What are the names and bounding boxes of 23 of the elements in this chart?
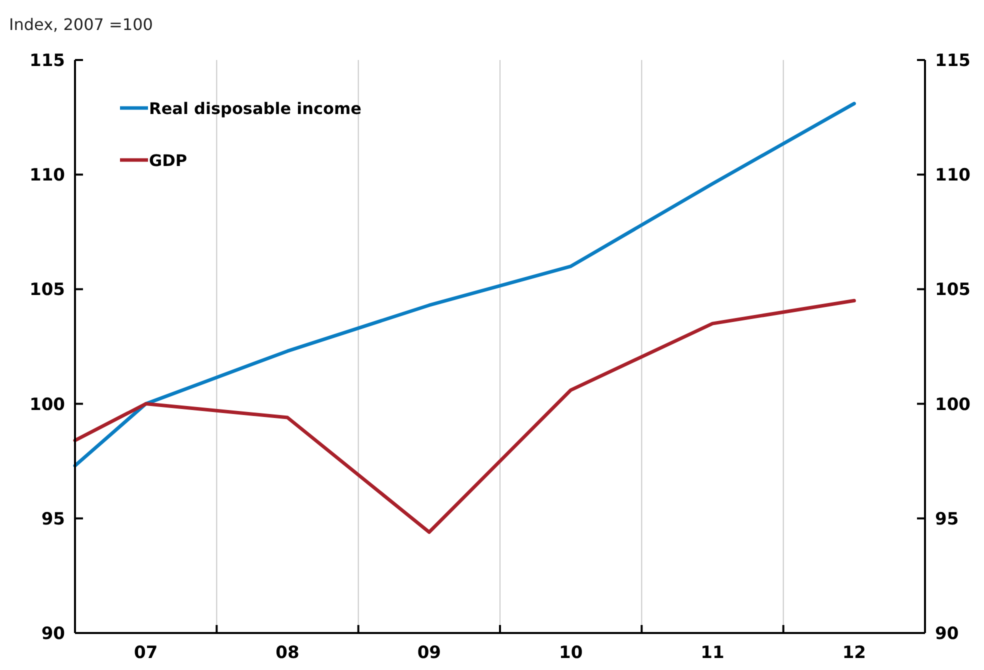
legend-label: Real disposable income: [149, 99, 362, 118]
y-tick-label: 110: [30, 166, 66, 186]
y-tick-label: 100: [30, 394, 66, 415]
x-tick-label: 12: [842, 643, 866, 663]
y2-tick-label: 110: [935, 166, 971, 186]
y-tick-label: 90: [41, 624, 66, 644]
line-series: [73, 102, 856, 468]
y-tick-label: 95: [41, 509, 65, 530]
y-tick-label: 105: [30, 280, 65, 300]
x-tick-label: 09: [417, 643, 442, 663]
x-tick-label: 08: [276, 643, 300, 663]
y2-tick-label: 90: [935, 624, 959, 644]
y2-tick-label: 115: [935, 51, 970, 71]
y2-tick-label: 95: [935, 509, 959, 530]
y2-tick-label: 105: [935, 280, 970, 300]
line-series: [73, 298, 856, 534]
x-tick-label: 11: [700, 643, 724, 663]
y2-tick-label: 100: [935, 394, 971, 415]
x-tick-label: 07: [134, 643, 158, 663]
y-tick-label: 115: [30, 51, 65, 71]
y-axis-title: Index, 2007 =100: [9, 15, 153, 34]
x-tick-label: 10: [558, 643, 583, 663]
legend-label: GDP: [149, 151, 188, 170]
